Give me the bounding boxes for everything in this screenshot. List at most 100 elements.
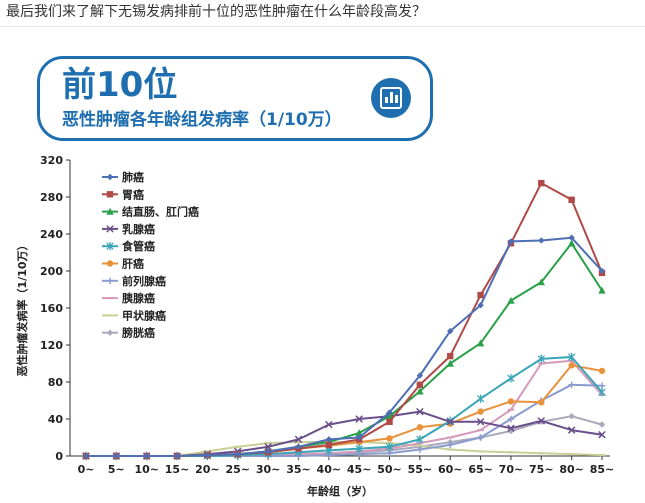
- legend-marker: [106, 225, 114, 233]
- legend-label: 食管癌: [122, 239, 155, 253]
- legend-marker: [106, 329, 114, 336]
- data-point: [416, 381, 424, 388]
- data-point: [386, 409, 393, 416]
- data-point: [355, 429, 363, 437]
- data-point: [386, 450, 393, 457]
- x-tick-label: 5~: [108, 463, 125, 476]
- data-point: [507, 424, 515, 432]
- x-tick-label: 15~: [165, 463, 190, 476]
- x-tick-label: 85~: [590, 463, 615, 476]
- data-point: [173, 452, 181, 460]
- legend-marker: [106, 173, 114, 181]
- legend-label: 胰腺癌: [121, 291, 155, 305]
- data-point: [568, 413, 575, 420]
- data-point: [567, 239, 576, 247]
- data-point: [598, 430, 606, 439]
- legend-label: 乳腺癌: [122, 222, 155, 236]
- legend-item: 结直肠、肛门癌: [102, 205, 199, 219]
- chart-series: [82, 179, 606, 461]
- chart-axes: 0 40 80 120 160 200 240 280 320 0~ 5~ 10~ 15~ 20~ 25~ 3…: [40, 154, 614, 476]
- data-point: [567, 352, 576, 362]
- data-point: [537, 278, 545, 286]
- y-tick-label: 160: [40, 302, 63, 315]
- y-tick-label: 200: [40, 265, 63, 278]
- x-tick-label: 40~: [317, 463, 342, 476]
- data-point: [477, 302, 484, 309]
- x-tick-label: 70~: [499, 463, 524, 476]
- data-point: [537, 417, 546, 425]
- legend-item: 甲状腺癌: [102, 308, 166, 322]
- y-axis-label: 恶性肿瘤发病率（1/10万）: [15, 240, 29, 377]
- data-point: [507, 398, 515, 405]
- data-point: [477, 291, 484, 299]
- data-point: [598, 267, 606, 275]
- data-point: [386, 435, 393, 442]
- data-point: [507, 415, 515, 423]
- x-tick-label: 80~: [559, 463, 584, 476]
- data-point: [355, 415, 363, 423]
- data-point: [295, 443, 302, 450]
- legend-marker: [106, 242, 114, 251]
- data-point: [355, 434, 363, 441]
- question-text: 最后我们来了解下无锡发病排前十位的恶性肿瘤在什么年龄段高发？: [6, 4, 426, 20]
- chart-banner: 前10位 恶性肿瘤各年龄组发病率（1/10万）: [37, 56, 433, 141]
- data-point: [386, 418, 393, 425]
- data-point: [476, 339, 485, 347]
- data-point: [416, 446, 424, 453]
- x-axis-label: 年龄组（岁）: [307, 484, 373, 498]
- data-point: [507, 296, 515, 304]
- legend-item: 肝癌: [102, 257, 144, 271]
- data-point: [416, 372, 424, 379]
- y-tick-label: 80: [48, 376, 64, 389]
- legend-label: 膀胱癌: [121, 326, 155, 340]
- legend-item: 膀胱癌: [102, 326, 155, 340]
- x-tick-label: 20~: [195, 463, 220, 476]
- x-tick-label: 30~: [256, 463, 281, 476]
- y-tick-label: 280: [40, 191, 63, 204]
- data-point: [325, 420, 333, 429]
- data-point: [568, 196, 575, 203]
- data-point: [294, 435, 303, 444]
- data-point: [416, 387, 424, 395]
- data-point: [568, 234, 575, 241]
- data-point: [538, 399, 545, 406]
- data-point: [598, 367, 606, 375]
- legend-marker: [106, 277, 114, 284]
- data-point: [204, 451, 211, 459]
- x-tick-label: 55~: [408, 463, 433, 476]
- data-point: [598, 382, 606, 389]
- data-point: [325, 436, 333, 443]
- data-point: [264, 443, 272, 451]
- y-tick-label: 320: [40, 154, 63, 167]
- data-point: [325, 441, 333, 449]
- data-point: [507, 238, 515, 245]
- x-tick-label: 10~: [134, 463, 159, 476]
- data-point: [476, 394, 485, 403]
- data-point: [598, 387, 606, 397]
- data-point: [234, 450, 241, 458]
- legend-label: 前列腺癌: [122, 274, 166, 288]
- legend-item: 乳腺癌: [102, 222, 155, 236]
- legend-label: 胃癌: [122, 187, 144, 201]
- legend-label: 肝癌: [122, 257, 144, 271]
- x-tick-label: 0~: [78, 463, 95, 476]
- x-tick-label: 25~: [225, 463, 250, 476]
- y-tick-label: 0: [55, 450, 63, 463]
- x-tick-label: 65~: [468, 463, 493, 476]
- legend-marker: [106, 191, 114, 198]
- legend-item: 食管癌: [102, 239, 155, 253]
- data-point: [476, 418, 485, 426]
- data-point: [477, 408, 484, 415]
- data-point: [143, 452, 150, 460]
- x-tick-label: 35~: [286, 463, 311, 476]
- legend-item: 前列腺癌: [102, 274, 166, 288]
- header-divider: [0, 26, 645, 27]
- data-point: [416, 435, 424, 444]
- data-point: [385, 442, 394, 451]
- legend-item: 胃癌: [102, 187, 144, 201]
- data-point: [447, 441, 454, 449]
- data-point: [538, 179, 545, 187]
- data-point: [598, 421, 606, 428]
- data-point: [447, 352, 454, 360]
